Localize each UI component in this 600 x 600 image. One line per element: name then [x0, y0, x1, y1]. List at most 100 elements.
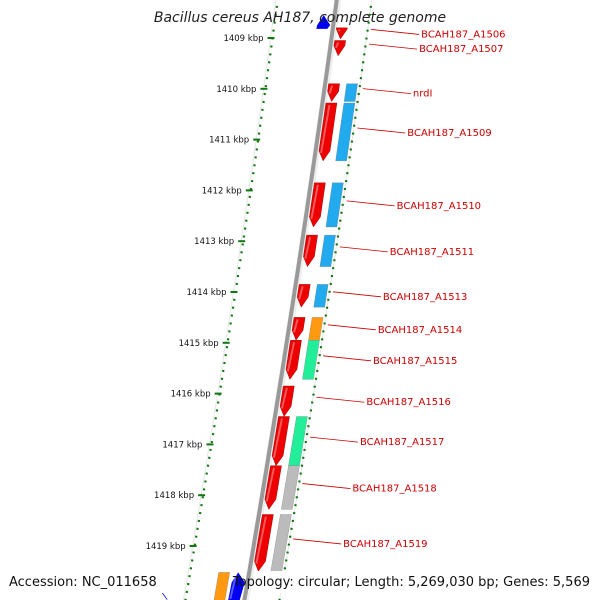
cog-box[interactable] [313, 284, 329, 308]
gene-label-leader [309, 436, 359, 443]
gene-arrow-highlight [337, 29, 341, 32]
gene-arrow[interactable] [318, 102, 338, 162]
grid-dots-left [184, 0, 279, 600]
scale-tick-label: 1409 kbp [223, 34, 263, 44]
gene-arrow[interactable] [309, 182, 326, 228]
gene-arrow[interactable] [303, 234, 318, 268]
gene-label[interactable]: BCAH187_A1517 [360, 437, 444, 448]
cog-box[interactable] [302, 340, 320, 380]
track-band-area [182, 0, 373, 600]
gene-arrow-highlight [293, 319, 299, 333]
gene-label[interactable]: BCAH187_A1515 [373, 356, 457, 367]
cog-box[interactable] [213, 572, 230, 600]
gene-arrow-highlight [310, 184, 319, 220]
gene-feature[interactable] [296, 284, 329, 308]
gene-feature[interactable] [318, 102, 356, 162]
gene-arrow[interactable] [291, 317, 306, 341]
gene-label-leader [346, 200, 395, 207]
gene-label-leader [357, 127, 406, 134]
gene-feature[interactable] [336, 27, 348, 40]
scale-tick-label: 1415 kbp [179, 339, 219, 349]
gene-feature[interactable] [213, 572, 245, 600]
gene-label[interactable]: BCAH187_A1507 [419, 44, 503, 55]
cog-box[interactable] [319, 234, 336, 267]
gene-arrow[interactable] [227, 572, 245, 600]
scale-tick-label: 1414 kbp [186, 288, 226, 298]
gene-label[interactable]: BCAH187_A1516 [366, 397, 450, 408]
cog-box[interactable] [343, 83, 358, 102]
gene-feature[interactable] [271, 416, 308, 467]
scale-ticks: 1409 kbp 1410 kbp 1411 kbp 1412 kbp 1413 kbp… [146, 34, 275, 552]
gene-label-leader [371, 29, 420, 35]
gene-label-leader [316, 396, 365, 403]
scale-tick-label: 1418 kbp [154, 491, 194, 501]
gene-arrow-highlight [286, 342, 296, 372]
gene-label-leader [332, 291, 381, 298]
accession-label: Accession: NC_011658 [9, 575, 157, 590]
gene-arrow-highlight [255, 516, 267, 564]
gene-feature[interactable] [316, 15, 331, 29]
gene-arrow-highlight [280, 387, 288, 409]
gene-arrow[interactable] [327, 83, 340, 102]
gene-label-leader [293, 538, 342, 545]
gene-label-leader [339, 246, 388, 253]
gene-label-leader [322, 355, 372, 362]
gene-arrow-highlight [335, 42, 340, 49]
gene-arrow-highlight [304, 236, 312, 259]
gene-arrow-highlight [328, 85, 334, 94]
gene-label[interactable]: BCAH187_A1519 [343, 539, 427, 550]
gene-label[interactable]: BCAH187_A1518 [352, 484, 436, 495]
gene-label[interactable]: BCAH187_A1513 [383, 292, 467, 303]
scale-tick-label: 1412 kbp [202, 186, 242, 196]
gene-labels[interactable]: BCAH187_A1506 BCAH187_A1507 nrdI BCAH187_A1… [76, 29, 506, 600]
gene-label[interactable]: BCAH187_A1514 [378, 325, 462, 336]
scale-tick-label: 1410 kbp [216, 85, 256, 95]
gene-arrow-highlight [272, 418, 283, 458]
track-band [182, 0, 373, 600]
gene-arrow[interactable] [264, 465, 282, 510]
gene-label[interactable]: BCAH187_A1506 [421, 29, 505, 40]
gene-arrow[interactable] [336, 27, 348, 40]
footer-left-bg [4, 571, 164, 593]
gene-label[interactable]: BCAH187_A1511 [390, 247, 474, 258]
gene-feature[interactable] [309, 182, 344, 228]
gene-feature[interactable] [333, 40, 346, 57]
backbone-line [242, 0, 339, 600]
cog-box[interactable] [281, 465, 300, 510]
gene-feature[interactable] [279, 385, 295, 417]
footer-right-bg [258, 571, 596, 593]
gene-arrow[interactable] [316, 15, 331, 29]
gene-arrow-highlight [265, 467, 275, 502]
gene-arrow[interactable] [254, 514, 274, 572]
gene-arrow[interactable] [271, 416, 290, 467]
scale-tick-label: 1411 kbp [209, 136, 249, 146]
genome-summary-label: Topology: circular; Length: 5,269,030 bp… [232, 575, 590, 590]
gene-arrow-highlight [298, 286, 304, 300]
gene-feature[interactable] [264, 465, 300, 510]
gene-feature[interactable] [303, 234, 336, 268]
cog-box[interactable] [335, 102, 356, 162]
gene-arrow[interactable] [285, 340, 302, 380]
gene-label[interactable]: nrdI [413, 89, 433, 100]
gene-arrow-highlight [229, 574, 238, 600]
gene-arrow-highlight [320, 104, 331, 154]
gene-label-leader [369, 43, 418, 50]
grid-dots [184, 0, 373, 600]
scale-tick-label: 1413 kbp [194, 237, 234, 247]
gene-arrow[interactable] [279, 385, 295, 417]
map-title: Bacillus cereus AH187, complete genome [153, 10, 447, 26]
gene-arrow[interactable] [333, 40, 346, 57]
grid-dots-right [278, 0, 373, 600]
scale-tick-label: 1417 kbp [162, 440, 202, 450]
gene-feature[interactable] [285, 340, 320, 380]
gene-label[interactable]: BCAH187_A1510 [397, 201, 481, 212]
cog-box[interactable] [325, 182, 344, 228]
gene-feature[interactable] [327, 83, 358, 102]
gene-arrow[interactable] [296, 284, 311, 308]
gene-arrow-highlight [318, 16, 323, 22]
gene-features[interactable] [213, 15, 358, 600]
gene-label-leader [362, 88, 411, 95]
gene-label[interactable]: BCAH187_A1509 [407, 128, 491, 139]
